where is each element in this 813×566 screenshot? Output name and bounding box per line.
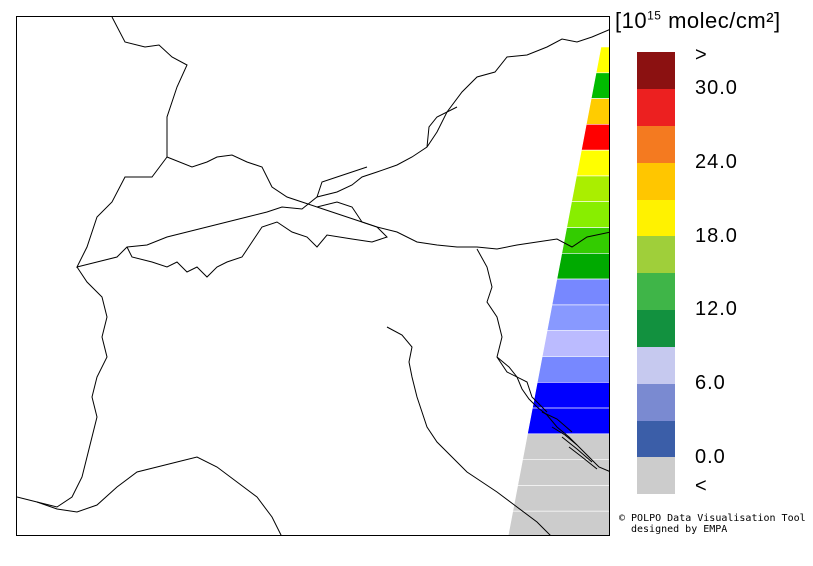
legend-unit: [1015 molec/cm²] bbox=[615, 8, 781, 34]
legend-label: < bbox=[695, 475, 708, 497]
legend-color-box bbox=[637, 88, 675, 126]
legend-color-box bbox=[637, 309, 675, 347]
legend-color-box bbox=[637, 420, 675, 458]
coast-adriatic bbox=[386, 326, 551, 535]
swath-pixel bbox=[517, 459, 609, 486]
swath-pixel bbox=[566, 201, 609, 228]
swath-pixel bbox=[595, 46, 609, 74]
border-france-italy bbox=[17, 266, 108, 508]
legend-color-box bbox=[637, 236, 675, 274]
swath-pixel bbox=[527, 407, 609, 435]
unit-prefix: [10 bbox=[615, 8, 648, 33]
legend-label: 18.0 bbox=[695, 225, 738, 247]
border-france-germany bbox=[76, 17, 609, 268]
credit-line-1: © POLPO Data Visualisation Tool bbox=[619, 513, 806, 524]
legend-label: 30.0 bbox=[695, 77, 738, 99]
swath-pixel bbox=[512, 485, 609, 512]
map-canvas[interactable] bbox=[17, 17, 610, 536]
border-switzerland bbox=[126, 154, 388, 278]
islands bbox=[541, 411, 598, 470]
satellite-swath bbox=[507, 46, 609, 535]
swath-pixel bbox=[581, 124, 609, 151]
swath-pixel bbox=[507, 510, 609, 535]
legend-color-box bbox=[637, 273, 675, 310]
legend-label: 12.0 bbox=[695, 298, 738, 320]
swath-pixel bbox=[536, 356, 609, 383]
credit-line-2: designed by EMPA bbox=[631, 524, 728, 535]
swath-pixel bbox=[585, 98, 609, 125]
legend-label: 24.0 bbox=[695, 151, 738, 173]
swath-pixel bbox=[561, 227, 609, 254]
coast-croatia bbox=[496, 356, 609, 472]
swath-pixel bbox=[522, 433, 609, 460]
country-borders bbox=[17, 17, 609, 535]
legend-color-box bbox=[637, 125, 675, 163]
swath-pixel bbox=[556, 253, 609, 280]
border-italy-slovenia bbox=[476, 248, 548, 413]
legend-label: 0.0 bbox=[695, 446, 726, 468]
swath-pixel bbox=[576, 149, 609, 177]
legend-color-box bbox=[637, 199, 675, 237]
coast-ligurian bbox=[36, 456, 282, 535]
unit-suffix: molec/cm²] bbox=[661, 8, 781, 33]
swath-pixel bbox=[541, 330, 609, 357]
legend-label: 6.0 bbox=[695, 372, 726, 394]
unit-exponent: 15 bbox=[647, 8, 662, 23]
legend-color-box bbox=[637, 52, 675, 89]
legend-color-box bbox=[637, 162, 675, 200]
border-austria-italy bbox=[316, 206, 609, 250]
swath-pixel bbox=[551, 278, 609, 306]
border-north-extra bbox=[316, 106, 458, 198]
swath-pixel bbox=[546, 304, 609, 331]
legend-color-box bbox=[637, 346, 675, 384]
swath-pixel bbox=[590, 72, 609, 99]
legend-label: > bbox=[695, 44, 708, 66]
swath-pixel bbox=[532, 381, 609, 409]
legend-color-box bbox=[637, 457, 675, 495]
legend-color-box bbox=[637, 383, 675, 421]
swath-pixel bbox=[571, 175, 609, 203]
map-frame[interactable] bbox=[16, 16, 610, 536]
